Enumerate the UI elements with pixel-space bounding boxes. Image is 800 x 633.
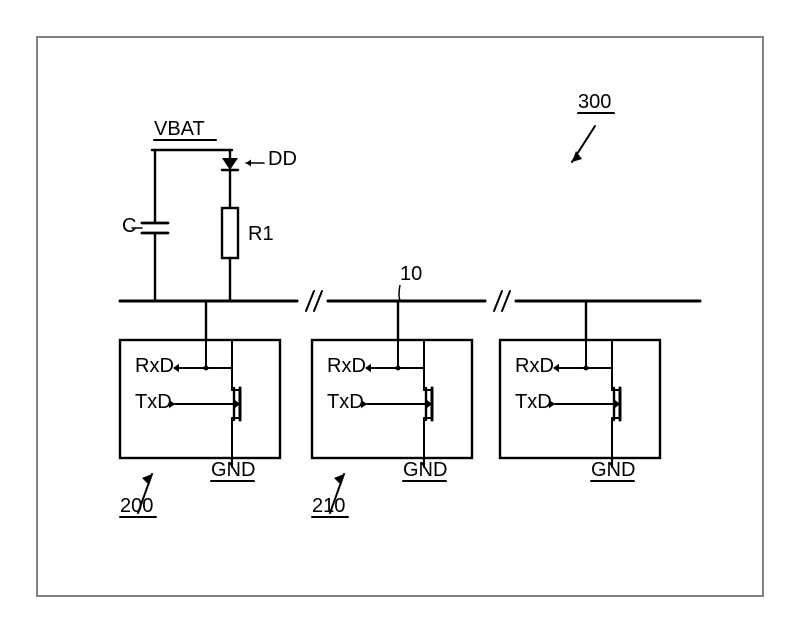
rxd-label: RxD	[515, 355, 554, 377]
node-ref-label: 210	[312, 495, 345, 517]
bus-label: 10	[400, 263, 422, 285]
capacitor-label: C	[122, 215, 136, 237]
resistor-label: R1	[248, 223, 274, 245]
txd-label: TxD	[135, 391, 172, 413]
node-ref-label: 200	[120, 495, 153, 517]
resistor-symbol	[222, 208, 238, 258]
ref-300-label: 300	[578, 91, 611, 113]
diode-label: DD	[268, 148, 297, 170]
rxd-label: RxD	[135, 355, 174, 377]
rxd-label: RxD	[327, 355, 366, 377]
diode-symbol	[222, 158, 238, 170]
gnd-label: GND	[403, 459, 447, 481]
txd-label: TxD	[515, 391, 552, 413]
gnd-label: GND	[211, 459, 255, 481]
txd-label: TxD	[327, 391, 364, 413]
gnd-label: GND	[591, 459, 635, 481]
vbat-label: VBAT	[154, 118, 205, 140]
